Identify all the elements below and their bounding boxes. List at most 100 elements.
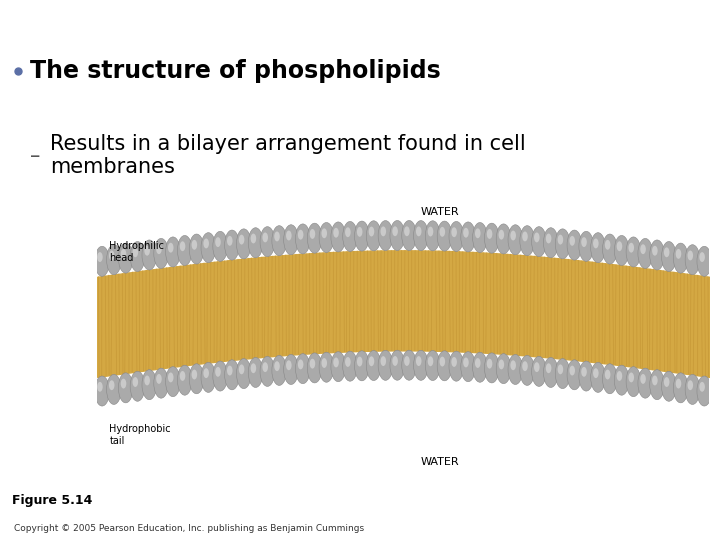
Ellipse shape [272,226,287,255]
Ellipse shape [251,233,256,244]
Ellipse shape [343,351,357,381]
Ellipse shape [413,350,428,380]
Ellipse shape [192,369,197,380]
Ellipse shape [295,224,310,254]
Ellipse shape [426,221,440,251]
Ellipse shape [354,351,369,381]
Ellipse shape [673,373,688,403]
Ellipse shape [652,246,657,255]
Ellipse shape [664,247,670,257]
Ellipse shape [260,227,275,256]
Ellipse shape [251,363,256,373]
Ellipse shape [475,358,480,368]
Ellipse shape [97,382,103,392]
Ellipse shape [298,360,303,369]
Ellipse shape [189,234,204,264]
Ellipse shape [531,356,546,387]
Ellipse shape [697,246,711,276]
Ellipse shape [567,360,582,390]
Ellipse shape [227,366,233,375]
Ellipse shape [225,230,239,260]
Text: Copyright © 2005 Pearson Education, Inc. publishing as Benjamin Cummings: Copyright © 2005 Pearson Education, Inc.… [14,524,364,533]
Ellipse shape [593,368,598,378]
Ellipse shape [118,373,133,403]
Ellipse shape [675,379,681,389]
Ellipse shape [378,220,393,251]
Ellipse shape [177,235,192,266]
Ellipse shape [605,240,611,249]
Ellipse shape [213,361,228,391]
Ellipse shape [121,379,126,389]
Ellipse shape [357,356,362,367]
Ellipse shape [546,363,552,373]
Ellipse shape [428,356,433,366]
Ellipse shape [699,382,705,392]
Ellipse shape [274,232,280,241]
Ellipse shape [581,367,587,377]
Ellipse shape [215,367,221,377]
Ellipse shape [274,361,280,371]
Ellipse shape [107,245,121,275]
Ellipse shape [225,360,239,390]
Ellipse shape [144,375,150,386]
Ellipse shape [260,356,275,387]
Ellipse shape [685,374,700,404]
Ellipse shape [688,251,693,260]
Ellipse shape [416,226,421,237]
Ellipse shape [177,365,192,395]
Ellipse shape [629,243,634,253]
Ellipse shape [239,364,244,374]
Ellipse shape [345,357,351,367]
Ellipse shape [463,228,469,238]
Ellipse shape [319,352,334,382]
Ellipse shape [236,359,251,389]
Ellipse shape [439,356,445,367]
Ellipse shape [463,357,469,367]
Ellipse shape [192,240,197,249]
Ellipse shape [555,229,570,259]
Text: The structure of phospholipids: The structure of phospholipids [30,59,441,83]
Ellipse shape [662,371,676,401]
Ellipse shape [118,243,133,273]
Ellipse shape [333,357,339,367]
Ellipse shape [321,358,327,368]
Ellipse shape [437,351,452,381]
Ellipse shape [579,231,593,261]
Text: Results in a bilayer arrangement found in cell
membranes: Results in a bilayer arrangement found i… [50,134,526,177]
Ellipse shape [121,249,126,259]
Ellipse shape [132,377,138,387]
Ellipse shape [286,231,292,240]
Ellipse shape [227,236,233,246]
Ellipse shape [354,221,369,251]
Ellipse shape [487,229,492,239]
Ellipse shape [343,221,357,252]
Ellipse shape [366,350,381,381]
Ellipse shape [555,359,570,389]
Ellipse shape [239,235,244,245]
Ellipse shape [154,368,168,398]
Ellipse shape [248,228,263,258]
Ellipse shape [413,220,428,251]
Ellipse shape [203,368,209,378]
Ellipse shape [439,227,445,237]
Ellipse shape [203,239,209,248]
Ellipse shape [510,360,516,370]
Ellipse shape [534,362,539,372]
Ellipse shape [166,367,180,397]
Ellipse shape [475,228,480,238]
Ellipse shape [570,236,575,246]
Ellipse shape [307,223,322,253]
Ellipse shape [369,227,374,237]
Ellipse shape [544,228,558,258]
Ellipse shape [616,241,622,251]
Ellipse shape [614,235,629,266]
Ellipse shape [531,227,546,256]
Ellipse shape [487,359,492,369]
Ellipse shape [461,222,475,252]
Ellipse shape [144,246,150,255]
Ellipse shape [248,357,263,388]
Ellipse shape [638,239,652,268]
Ellipse shape [331,352,346,382]
Ellipse shape [130,371,145,401]
Ellipse shape [544,357,558,388]
